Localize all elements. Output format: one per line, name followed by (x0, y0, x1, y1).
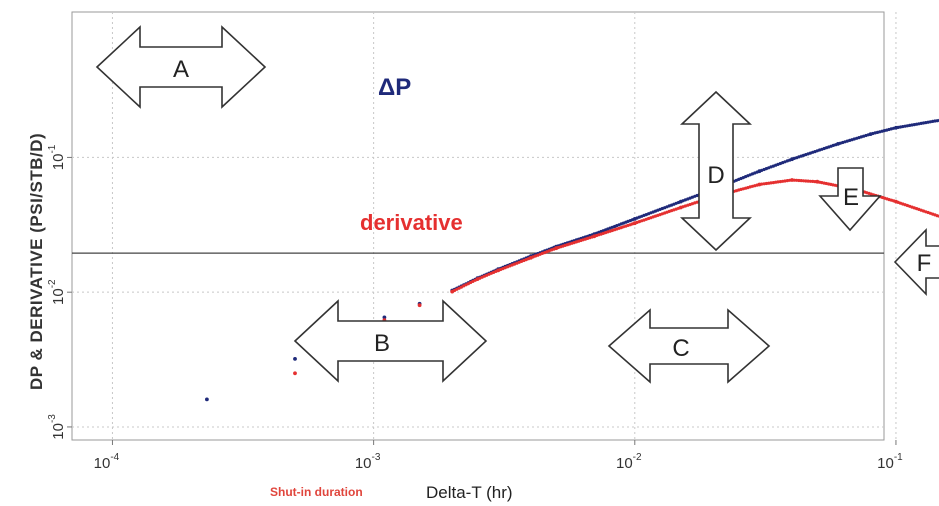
x-axis-label: Delta-T (hr) (426, 483, 513, 502)
arrow-b: B (293, 299, 488, 383)
data-point (783, 160, 787, 164)
x-tick-label: 10-4 (94, 452, 120, 472)
dp-series-label: ΔP (378, 74, 411, 101)
arrow-f-letter: F (917, 250, 932, 277)
data-point (795, 178, 799, 182)
y-tick-label: 10-3 (47, 414, 67, 440)
data-point (776, 162, 780, 166)
data-point (806, 179, 810, 183)
x-tick-label: 10-1 (877, 452, 903, 472)
data-point (797, 178, 801, 183)
data-point (519, 259, 524, 263)
x-axis-note: Shut-in duration (270, 485, 363, 499)
data-point (512, 262, 517, 266)
data-point (769, 181, 773, 185)
arrow-a-letter: A (173, 56, 189, 83)
y-tick-label: 10-1 (47, 144, 67, 170)
arrow-d-letter: D (707, 162, 724, 189)
data-point (690, 195, 695, 199)
data-point (838, 141, 842, 145)
data-point (683, 198, 688, 202)
data-point (804, 179, 808, 183)
x-axis: 10-410-310-210-1100101 (94, 440, 903, 472)
y-axis: 10-3 10-2 10-1 (47, 144, 72, 440)
data-point (811, 179, 815, 183)
y-axis-label: DP & DERIVATIVE (PSI/STB/D) (27, 133, 46, 390)
x-tick-label: 10-3 (355, 452, 381, 472)
arrow-a: A (95, 25, 267, 109)
arrow-d: D (679, 90, 753, 252)
arrow-b-letter: B (374, 330, 390, 357)
data-point (862, 134, 866, 138)
data-point (293, 357, 297, 361)
data-point (792, 178, 796, 182)
data-point (801, 179, 806, 183)
x-tick-label: 10-2 (616, 452, 642, 472)
data-point (845, 139, 849, 143)
series-derivative (293, 178, 939, 376)
derivative-series-label: derivative (360, 210, 463, 235)
arrow-e: E (818, 167, 882, 232)
arrow-f: F (893, 228, 939, 296)
data-point (382, 315, 387, 320)
data-point (799, 179, 803, 183)
data-point (776, 180, 780, 184)
arrow-c-letter: C (672, 335, 689, 362)
data-point (808, 179, 813, 183)
data-point (417, 303, 422, 308)
data-point (293, 371, 297, 376)
data-point (205, 397, 209, 402)
data-point (852, 137, 856, 141)
data-point (760, 182, 764, 186)
data-point (760, 168, 764, 172)
data-point (783, 179, 787, 183)
arrow-c: C (607, 308, 771, 384)
data-point (503, 266, 507, 270)
y-tick-label: 10-2 (47, 279, 67, 305)
arrow-e-letter: E (843, 184, 859, 211)
